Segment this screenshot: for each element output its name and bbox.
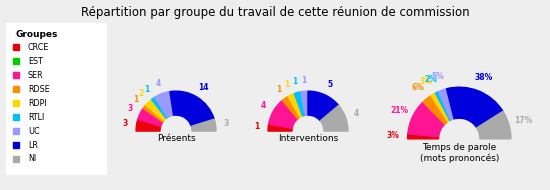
Text: 1: 1 <box>284 80 289 89</box>
Text: 5: 5 <box>327 80 332 89</box>
Text: CRCE: CRCE <box>28 43 50 52</box>
Wedge shape <box>155 92 174 118</box>
Wedge shape <box>146 100 166 121</box>
Text: 3%: 3% <box>420 77 432 86</box>
Text: LR: LR <box>28 141 38 150</box>
Wedge shape <box>151 97 168 118</box>
Wedge shape <box>191 119 216 131</box>
Text: Interventions: Interventions <box>278 134 338 143</box>
Text: 1: 1 <box>133 95 138 104</box>
Text: 2%: 2% <box>424 75 437 84</box>
Wedge shape <box>288 93 302 117</box>
Text: 38%: 38% <box>475 73 493 82</box>
Text: 14: 14 <box>198 83 208 92</box>
Text: 5%: 5% <box>431 72 444 81</box>
Wedge shape <box>143 105 164 122</box>
Text: Temps de parole
(mots prononcés): Temps de parole (mots prononcés) <box>420 143 499 163</box>
Wedge shape <box>447 87 503 128</box>
FancyBboxPatch shape <box>2 18 111 179</box>
Wedge shape <box>170 91 214 126</box>
Text: 4: 4 <box>156 79 161 88</box>
Text: RDSE: RDSE <box>28 85 50 93</box>
Text: 1: 1 <box>254 122 260 131</box>
Text: 17%: 17% <box>514 116 532 125</box>
Text: 4: 4 <box>354 109 359 118</box>
Wedge shape <box>282 97 300 119</box>
Text: 3: 3 <box>123 119 128 128</box>
Text: 4: 4 <box>261 101 266 110</box>
Text: UC: UC <box>28 127 40 135</box>
Wedge shape <box>408 134 439 139</box>
Text: 6%: 6% <box>411 83 424 92</box>
Wedge shape <box>438 89 454 120</box>
Wedge shape <box>320 105 348 131</box>
Text: Groupes: Groupes <box>15 30 58 39</box>
Text: 1: 1 <box>276 85 281 94</box>
Wedge shape <box>423 96 448 124</box>
Text: 1: 1 <box>301 76 306 85</box>
Wedge shape <box>138 108 163 126</box>
Wedge shape <box>477 111 511 139</box>
Text: RTLI: RTLI <box>28 112 44 122</box>
Text: Répartition par groupe du travail de cette réunion de commission: Répartition par groupe du travail de cet… <box>81 6 469 19</box>
Text: EST: EST <box>28 57 43 66</box>
Text: RDPI: RDPI <box>28 99 47 108</box>
Text: 1: 1 <box>292 77 298 86</box>
Text: 3: 3 <box>224 119 229 128</box>
Wedge shape <box>301 91 308 115</box>
Wedge shape <box>408 102 445 137</box>
Wedge shape <box>294 92 305 116</box>
Wedge shape <box>308 91 339 121</box>
Text: 2: 2 <box>138 89 144 98</box>
Text: SER: SER <box>28 71 43 80</box>
Text: Présents: Présents <box>157 134 195 143</box>
Text: NI: NI <box>28 154 36 163</box>
Wedge shape <box>268 124 292 131</box>
Text: 21%: 21% <box>390 106 409 115</box>
Text: 1: 1 <box>144 85 150 94</box>
Wedge shape <box>268 101 298 128</box>
Wedge shape <box>136 119 161 131</box>
Text: 3%: 3% <box>387 131 400 140</box>
Wedge shape <box>436 92 451 120</box>
Wedge shape <box>431 93 450 122</box>
Text: 3: 3 <box>128 104 133 113</box>
